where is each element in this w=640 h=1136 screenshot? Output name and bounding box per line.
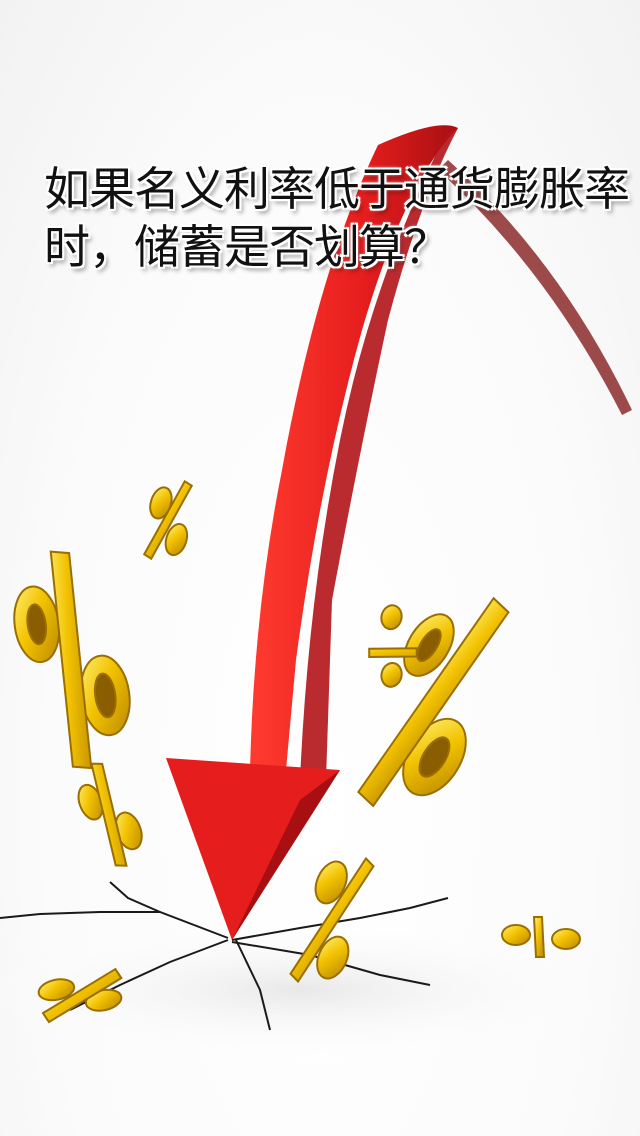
falling-red-arrow-icon xyxy=(166,125,458,940)
percent-sign-icon xyxy=(37,967,123,1024)
floor-shadow xyxy=(0,920,630,1060)
percent-sign-icon xyxy=(357,596,510,808)
ground-crack-icon xyxy=(0,881,449,1031)
percent-sign-icon xyxy=(368,604,418,688)
percent-sign-icon xyxy=(77,762,143,867)
percent-sign-icon xyxy=(13,550,131,770)
headline-text: 如果名义利率低于通货膨胀率时，储蓄是否划算？ xyxy=(44,162,630,274)
arrow-ribbon-shadow xyxy=(438,160,632,415)
percent-sign-icon xyxy=(142,479,194,561)
percent-sign-group xyxy=(13,479,581,1024)
percent-sign-icon xyxy=(289,856,375,984)
percent-sign-icon xyxy=(501,916,581,958)
